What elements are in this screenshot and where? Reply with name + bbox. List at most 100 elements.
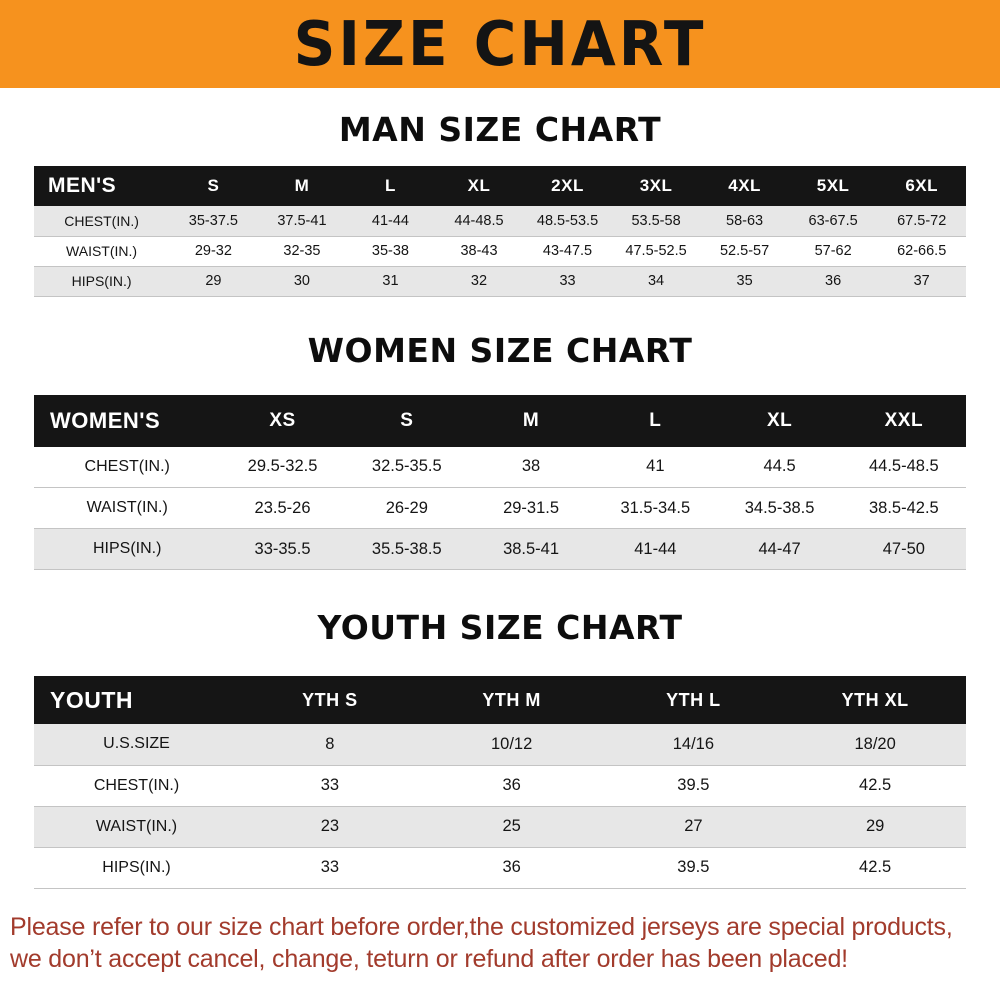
size-value: 35 <box>700 266 789 296</box>
size-value: 63-67.5 <box>788 206 878 236</box>
measure-label: HIPS(IN.) <box>102 858 171 876</box>
women-size-section: WOMEN SIZE CHART WOMEN'S XS S M L XL XXL CHEST(… <box>0 331 1000 571</box>
size-value: 38.5-42.5 <box>868 498 939 517</box>
measure-label: CHEST(IN.) <box>34 206 170 236</box>
size-row: HIPS(IN.) 33-35.5 35.5-38.5 38.5-41 41-44 44-… <box>34 528 966 570</box>
size-value: 44-48.5 <box>434 206 524 236</box>
size-value: 10/12 <box>420 724 603 765</box>
size-column-header: S <box>344 394 469 447</box>
size-value: 44.5-48.5 <box>868 457 939 476</box>
size-column-header: M <box>468 394 594 447</box>
measure-label: WAIST(IN.) <box>34 806 240 847</box>
womens-size-table: WOMEN'S XS S M L XL XXL CHEST(IN.) 29.5-32.5 32.5… <box>34 394 966 571</box>
measure-label: HIPS(IN.) <box>34 266 170 296</box>
size-value: 36 <box>788 266 878 296</box>
size-column-header: L <box>346 166 435 206</box>
size-value: 67.5-72 <box>877 206 966 236</box>
size-value: 27 <box>602 806 785 847</box>
size-row: WAIST(IN.) 29-32 32-35 35-38 38-43 43-47.5 47.… <box>34 236 966 266</box>
size-value: 30 <box>257 266 347 296</box>
womens-table-title: WOMEN'S <box>34 394 221 447</box>
footer-line-2: we don’t accept cancel, change, teturn o… <box>10 944 848 973</box>
size-column-header: 3XL <box>611 166 701 206</box>
size-column-header: XXL <box>841 394 966 447</box>
size-value: 52.5-57 <box>719 243 770 259</box>
size-value: 23 <box>239 806 421 847</box>
size-value: 35-37.5 <box>169 206 258 236</box>
size-value: 42.5 <box>859 858 892 876</box>
size-value: 37 <box>877 266 966 296</box>
size-row: WAIST(IN.) 23 25 27 29 <box>34 806 966 847</box>
size-value: 38.5-41 <box>468 528 594 570</box>
size-value: 29-31.5 <box>503 498 560 517</box>
size-column-header: L <box>593 394 718 447</box>
size-column-header: 4XL <box>700 166 789 206</box>
size-value: 29 <box>169 266 258 296</box>
size-column-header: YTH L <box>602 676 785 724</box>
size-value: 14/16 <box>602 724 785 765</box>
size-value: 29.5-32.5 <box>247 457 318 476</box>
size-row: HIPS(IN.) 33 36 39.5 42.5 <box>34 847 966 888</box>
size-row: CHEST(IN.) 33 36 39.5 42.5 <box>34 765 966 806</box>
size-value: 47.5-52.5 <box>625 243 687 259</box>
size-value: 8 <box>239 724 421 765</box>
size-value: 41 <box>646 457 665 476</box>
size-value: 42.5 <box>859 776 892 794</box>
size-value: 32-35 <box>283 243 321 259</box>
size-row: U.S.SIZE 8 10/12 14/16 18/20 <box>34 724 966 765</box>
youth-section-heading: YOUTH SIZE CHART <box>317 608 683 647</box>
size-column-header: 2XL <box>523 166 612 206</box>
size-value: 53.5-58 <box>611 206 701 236</box>
youth-header-row: YOUTH YTH S YTH M YTH L YTH XL <box>34 676 966 724</box>
size-value: 34 <box>611 266 701 296</box>
banner: SIZE CHART <box>0 0 1000 88</box>
youth-table-title: YOUTH <box>34 676 240 724</box>
womens-header-row: WOMEN'S XS S M L XL XXL <box>34 394 966 447</box>
mens-table-title: MEN'S <box>34 166 170 206</box>
size-value: 38-43 <box>460 243 498 259</box>
mens-size-table: MEN'S S M L XL 2XL 3XL 4XL 5XL 6XL CHEST(IN.) 35-37… <box>34 166 966 297</box>
size-value: 58-63 <box>700 206 789 236</box>
size-value: 33-35.5 <box>220 528 345 570</box>
size-value: 23.5-26 <box>254 498 311 517</box>
size-row: CHEST(IN.) 29.5-32.5 32.5-35.5 38 41 44.5 44.5… <box>34 447 966 488</box>
size-value: 47-50 <box>841 528 966 570</box>
size-value: 31 <box>346 266 435 296</box>
size-column-header: YTH S <box>239 676 421 724</box>
size-value: 62-66.5 <box>897 243 947 259</box>
measure-label: HIPS(IN.) <box>34 528 221 570</box>
size-column-header: M <box>257 166 347 206</box>
size-value: 18/20 <box>784 724 966 765</box>
youth-size-table: YOUTH YTH S YTH M YTH L YTH XL U.S.SIZE 8 10/12… <box>34 676 966 889</box>
size-column-header: YTH XL <box>784 676 966 724</box>
size-value: 33 <box>320 776 340 794</box>
mens-header-row: MEN'S S M L XL 2XL 3XL 4XL 5XL 6XL <box>34 166 966 206</box>
size-row: WAIST(IN.) 23.5-26 26-29 29-31.5 31.5-34.5 34… <box>34 488 966 529</box>
women-section-heading: WOMEN SIZE CHART <box>307 330 693 370</box>
man-size-section: MAN SIZE CHART MEN'S S M L XL 2XL 3XL 4XL 5XL 6XL… <box>0 110 1000 297</box>
size-value: 39.5 <box>677 776 710 794</box>
size-value: 32 <box>434 266 524 296</box>
size-value: 32.5-35.5 <box>371 457 442 476</box>
size-value: 35.5-38.5 <box>344 528 469 570</box>
size-value: 36 <box>502 858 521 876</box>
size-value: 57-62 <box>814 243 852 259</box>
man-section-heading: MAN SIZE CHART <box>338 110 662 149</box>
size-value: 36 <box>502 776 521 794</box>
measure-label: CHEST(IN.) <box>93 776 180 794</box>
size-value: 43-47.5 <box>542 243 593 259</box>
size-value: 37.5-41 <box>257 206 347 236</box>
measure-label: U.S.SIZE <box>34 724 240 765</box>
banner-title: SIZE CHART <box>293 7 707 81</box>
size-value: 38 <box>521 457 541 476</box>
measure-label: CHEST(IN.) <box>84 457 170 475</box>
size-row: HIPS(IN.) 29 30 31 32 33 34 35 36 37 <box>34 266 966 296</box>
youth-size-section: YOUTH SIZE CHART YOUTH YTH S YTH M YTH L YTH… <box>0 608 1000 889</box>
size-value: 34.5-38.5 <box>744 498 815 517</box>
size-value: 48.5-53.5 <box>523 206 612 236</box>
size-value: 31.5-34.5 <box>620 498 691 517</box>
measure-label: WAIST(IN.) <box>66 243 138 259</box>
size-column-header: XS <box>220 394 345 447</box>
size-value: 26-29 <box>385 498 428 517</box>
